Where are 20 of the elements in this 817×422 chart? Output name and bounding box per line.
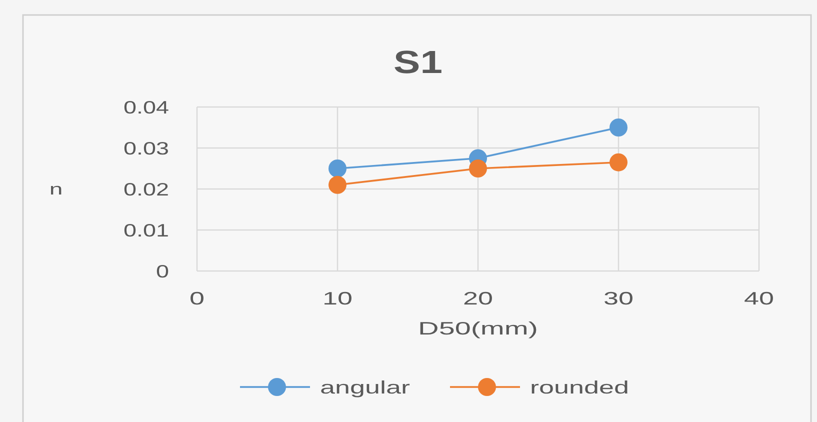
y-tick-label: 0 [156,262,169,282]
y-tick-label: 0.03 [123,138,169,159]
y-tick-label: 0.02 [123,180,169,200]
legend-label: angular [320,376,410,398]
legend-label: rounded [530,376,630,398]
x-tick-label: 0 [189,288,205,308]
y-axis-title: n [49,181,63,199]
x-axis-title: D50(mm) [418,318,538,339]
y-tick-label: 0.01 [123,220,169,241]
point [328,160,346,178]
chart-title: S1 [394,44,442,80]
point [610,118,628,136]
point [610,153,628,172]
x-tick-label: 20 [462,288,494,308]
x-tick-label: 10 [322,288,353,308]
x-tick-label: 30 [603,288,634,308]
y-tick-label: 0.04 [123,98,169,118]
point [328,176,346,194]
x-tick-label: 40 [744,288,774,308]
point [469,160,487,178]
